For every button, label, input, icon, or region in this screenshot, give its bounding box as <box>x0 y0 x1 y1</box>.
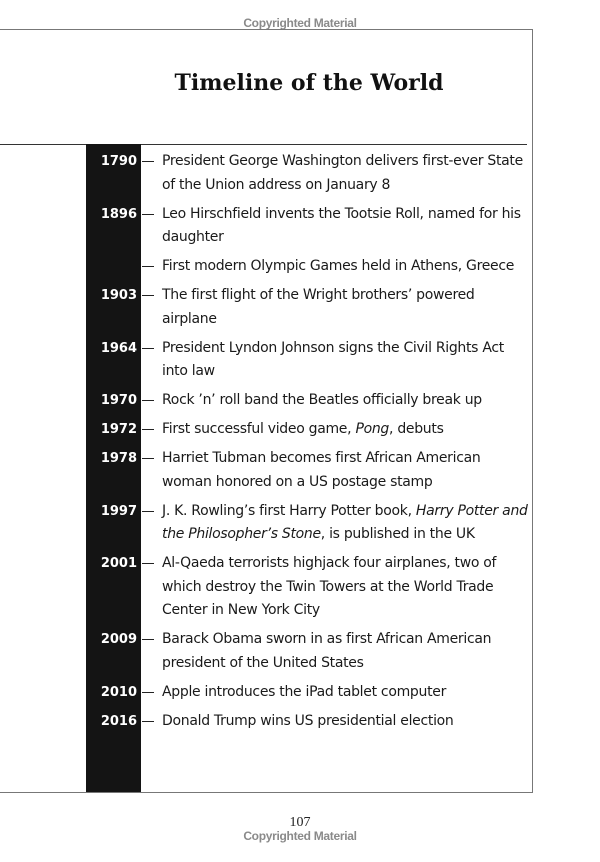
timeline-entry: First modern Olympic Games held in Athen… <box>0 255 540 279</box>
entry-text-segment: , is published in the UK <box>320 526 475 542</box>
tick-mark <box>142 691 154 693</box>
entry-text: Leo Hirschfield invents the Tootsie Roll… <box>162 203 532 250</box>
timeline-list: 1790 President George Washington delivers… <box>0 150 540 739</box>
entry-text-segment: First modern Olympic Games held in Athen… <box>162 258 515 274</box>
entry-year: 1997 <box>100 503 137 519</box>
entry-text-segment: J. K. Rowling’s first Harry Potter book, <box>162 502 416 519</box>
entry-text-segment: Donald Trump wins US presidential electi… <box>162 712 454 729</box>
entry-italic-title: Pong <box>355 421 390 437</box>
timeline-entry: 1972 First successful video game, Pong, d… <box>0 418 540 442</box>
entry-year: 2016 <box>100 713 137 729</box>
tick-mark <box>142 510 154 512</box>
entry-text: President Lyndon Johnson signs the Civil… <box>162 337 532 384</box>
timeline-entry: 2016 Donald Trump wins US presidential el… <box>0 710 540 734</box>
tick-mark <box>142 429 154 430</box>
entry-text-segment: Harriet Tubman becomes first African Ame… <box>162 450 481 490</box>
entry-text: J. K. Rowling’s first Harry Potter book,… <box>162 500 532 547</box>
entry-text-segment: Leo Hirschfield invents the Tootsie Roll… <box>162 205 521 246</box>
tick-mark <box>142 295 154 296</box>
entry-year: 2010 <box>100 684 137 700</box>
tick-mark <box>142 213 154 215</box>
entry-year: 1970 <box>100 393 137 408</box>
entry-text: First modern Olympic Games held in Athen… <box>162 255 532 279</box>
timeline-entry: 1903 The first flight of the Wright broth… <box>0 284 540 331</box>
entry-year: 1964 <box>100 340 137 356</box>
tick-mark <box>142 161 154 162</box>
entry-text-segment: First successful video game, <box>162 421 356 437</box>
tick-mark <box>142 400 154 401</box>
timeline-entry: 1997 J. K. Rowling’s first Harry Potter b… <box>0 500 540 547</box>
entry-text: Rock ’n’ roll band the Beatles officiall… <box>162 389 532 413</box>
entry-text-segment: , debuts <box>389 421 444 437</box>
timeline-entry: 1978 Harriet Tubman becomes first African… <box>0 447 540 494</box>
entry-year: 1896 <box>100 206 137 222</box>
frame-right-border <box>532 29 533 793</box>
tick-mark <box>142 639 154 640</box>
tick-mark <box>142 720 154 722</box>
entry-text-segment: President Lyndon Johnson signs the Civil… <box>162 339 504 380</box>
entry-text: The first flight of the Wright brothers’… <box>162 284 532 331</box>
entry-year: 2001 <box>100 556 137 571</box>
timeline-entry: 1896 Leo Hirschfield invents the Tootsie … <box>0 203 540 250</box>
timeline-entry: 2010 Apple introduces the iPad tablet com… <box>0 681 540 705</box>
entry-italic-title: Harry Potter and the Philosopher’s Stone <box>162 502 528 543</box>
watermark-top: Copyrighted Material <box>243 16 357 30</box>
entry-year: 1972 <box>100 422 137 437</box>
frame-top-border <box>0 29 533 30</box>
entry-text: Apple introduces the iPad tablet compute… <box>162 681 532 705</box>
entry-year: 1790 <box>100 154 137 169</box>
page-title: Timeline of the World <box>174 70 444 96</box>
entry-text-segment: Al-Qaeda terrorists highjack four airpla… <box>162 555 497 618</box>
tick-mark <box>142 347 154 349</box>
tick-mark <box>142 563 154 564</box>
entry-text: Harriet Tubman becomes first African Ame… <box>162 447 532 494</box>
timeline-entry: 1964 President Lyndon Johnson signs the C… <box>0 337 540 384</box>
entry-text: Al-Qaeda terrorists highjack four airpla… <box>162 552 532 623</box>
entry-text: Barack Obama sworn in as first African A… <box>162 628 532 675</box>
timeline-entry: 2009 Barack Obama sworn in as first Afric… <box>0 628 540 675</box>
divider-rule <box>0 144 527 145</box>
timeline-entry: 1790 President George Washington delivers… <box>0 150 540 197</box>
tick-mark <box>142 458 154 459</box>
frame-bottom-border <box>0 792 533 793</box>
entry-year: 2009 <box>100 632 137 647</box>
entry-text-segment: The first flight of the Wright brothers’… <box>162 287 475 327</box>
entry-text-segment: Rock ’n’ roll band the Beatles officiall… <box>162 392 482 408</box>
entry-text-segment: Barack Obama sworn in as first African A… <box>162 631 492 671</box>
timeline-bar <box>86 144 141 792</box>
entry-text-segment: President George Washington delivers fir… <box>162 153 523 193</box>
timeline-entry: 2001 Al-Qaeda terrorists highjack four ai… <box>0 552 540 623</box>
entry-text: Donald Trump wins US presidential electi… <box>162 710 532 734</box>
entry-year: 1978 <box>100 451 137 466</box>
page-number: 107 <box>289 815 311 830</box>
entry-year: 1903 <box>100 288 137 303</box>
tick-mark <box>142 266 154 267</box>
entry-text: First successful video game, Pong, debut… <box>162 418 532 442</box>
watermark-bottom: Copyrighted Material <box>243 829 357 843</box>
timeline-entry: 1970 Rock ’n’ roll band the Beatles offic… <box>0 389 540 413</box>
entry-text: President George Washington delivers fir… <box>162 150 532 197</box>
entry-text-segment: Apple introduces the iPad tablet compute… <box>162 683 447 700</box>
